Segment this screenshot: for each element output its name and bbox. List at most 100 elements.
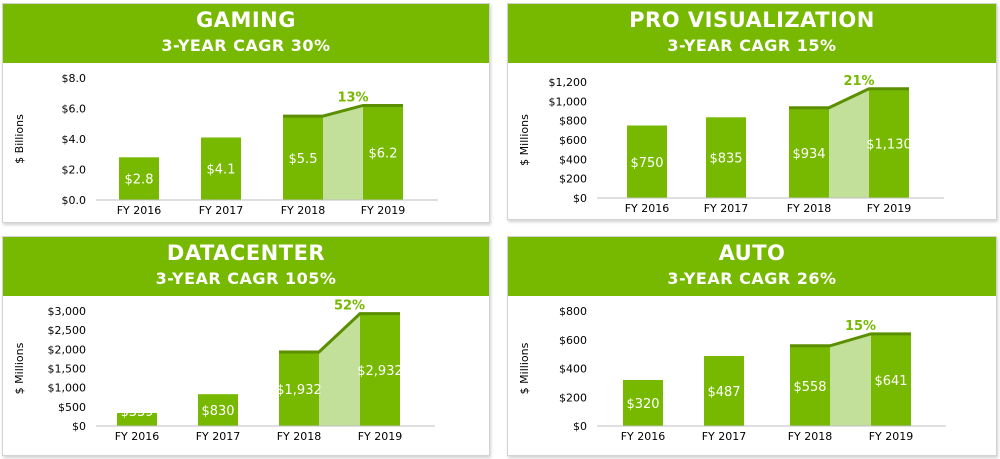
data-label: $5.5: [289, 152, 318, 167]
auto-panel: AUTO 3-YEAR CAGR 26% $ Millions $0 $200 $40…: [507, 236, 997, 456]
y-tick-label: $1,500: [48, 363, 87, 376]
x-tick-label: FY 2018: [787, 202, 832, 215]
x-tick-label: FY 2019: [361, 204, 406, 217]
bar: [363, 105, 403, 200]
y-tick-label: $3,000: [48, 305, 87, 318]
datacenter-panel: DATACENTER 3-YEAR CAGR 105% $ Millions $0…: [2, 236, 490, 456]
data-label: $4.1: [207, 163, 236, 178]
x-tick-label: FY 2018: [788, 430, 833, 443]
bar: [283, 116, 323, 200]
gaming-chart: $ Billions $0.0 $2.0 $4.0 $6.0 $8.0 $2.8 $4.1 $5…: [13, 72, 438, 217]
bar: [627, 125, 667, 198]
x-tick-label: FY 2017: [702, 430, 747, 443]
bar: [198, 394, 238, 426]
x-tick-label: FY 2017: [704, 202, 749, 215]
x-tick-label: FY 2019: [358, 430, 403, 443]
y-tick-label: $0: [72, 420, 86, 433]
datacenter-chart: $ Millions $0 $500 $1,000 $1,500 $2,000 $2,500…: [13, 299, 435, 443]
x-tick-label: FY 2016: [115, 430, 160, 443]
auto-chart: $ Millions $0 $200 $400 $600 $800 $320 $487 $558…: [518, 305, 946, 443]
x-tick-label: FY 2019: [867, 202, 912, 215]
datacenter-header: DATACENTER 3-YEAR CAGR 105%: [3, 237, 489, 296]
x-tick-label: FY 2017: [196, 430, 241, 443]
pro-visualization-chart: $ Millions $0 $200 $400 $600 $800 $1,000 $1,200…: [518, 74, 944, 215]
growth-area: [319, 313, 360, 426]
data-label: $2,932: [357, 364, 403, 379]
pro-visualization-subtitle: 3-YEAR CAGR 15%: [667, 36, 837, 55]
y-tick-label: $1,200: [549, 76, 588, 89]
data-label: $750: [630, 156, 663, 171]
growth-line: [283, 103, 403, 118]
bar: [201, 137, 241, 200]
bar: [871, 333, 911, 426]
x-tick-label: FY 2018: [281, 204, 326, 217]
y-tick-label: $8.0: [62, 72, 87, 85]
y-tick-label: $200: [559, 173, 587, 186]
y-axis-title: $ Millions: [518, 114, 531, 166]
growth-area: [829, 88, 869, 198]
x-tick-label: FY 2017: [199, 204, 244, 217]
x-tick-label: FY 2016: [625, 202, 670, 215]
y-tick-label: $800: [559, 115, 587, 128]
bar: [119, 157, 159, 200]
y-tick-label: $400: [559, 153, 587, 166]
growth-line: [279, 312, 400, 354]
bar: [789, 107, 829, 198]
gaming-subtitle: 3-YEAR CAGR 30%: [161, 36, 331, 55]
growth-line: [790, 332, 911, 348]
gaming-title: GAMING: [195, 8, 296, 32]
gaming-panel: GAMING 3-YEAR CAGR 30% $ Billions $0.0 $2.…: [2, 3, 490, 223]
bar: [869, 88, 909, 198]
growth-annotation: 15%: [845, 319, 876, 334]
bar: [360, 313, 400, 426]
data-label: $2.8: [125, 173, 154, 188]
bar: [706, 117, 746, 198]
datacenter-title: DATACENTER: [166, 241, 326, 265]
data-label: $1,932: [276, 383, 322, 398]
bar: [623, 380, 663, 426]
datacenter-subtitle: 3-YEAR CAGR 105%: [155, 269, 337, 288]
y-tick-label: $6.0: [62, 103, 87, 116]
auto-title: AUTO: [718, 241, 786, 265]
y-tick-label: $0.0: [62, 194, 87, 207]
y-tick-label: $500: [58, 401, 86, 414]
x-tick-label: FY 2016: [621, 430, 666, 443]
growth-area: [830, 333, 871, 426]
y-axis-title: $ Millions: [13, 342, 26, 394]
pro-visualization-header: PRO VISUALIZATION 3-YEAR CAGR 15%: [508, 4, 996, 63]
y-axis-title: $ Millions: [518, 342, 531, 394]
bar: [790, 345, 830, 426]
gaming-header: GAMING 3-YEAR CAGR 30%: [3, 4, 489, 63]
y-tick-label: $2.0: [62, 164, 87, 177]
growth-annotation: 21%: [843, 74, 874, 89]
bar: [117, 413, 157, 426]
x-tick-label: FY 2019: [869, 430, 914, 443]
y-tick-label: $1,000: [48, 382, 87, 395]
y-tick-label: $0: [573, 420, 587, 433]
y-tick-label: $200: [559, 391, 587, 404]
y-tick-label: $600: [559, 334, 587, 347]
data-label: $558: [793, 380, 826, 395]
auto-subtitle: 3-YEAR CAGR 26%: [667, 269, 837, 288]
data-label: $835: [709, 152, 742, 167]
y-tick-label: $1,000: [549, 95, 588, 108]
y-tick-label: $4.0: [62, 133, 87, 146]
y-tick-label: $800: [559, 305, 587, 318]
data-label: $830: [201, 404, 234, 419]
data-label: $487: [707, 385, 740, 400]
data-label: $6.2: [369, 147, 398, 162]
data-label: $320: [626, 397, 659, 412]
y-axis-title: $ Billions: [13, 114, 26, 164]
y-tick-label: $600: [559, 134, 587, 147]
growth-annotation: 13%: [337, 90, 368, 105]
bar: [704, 355, 744, 426]
y-tick-label: $2,500: [48, 324, 87, 337]
data-label: $934: [792, 147, 825, 162]
x-tick-label: FY 2018: [277, 430, 322, 443]
pro-visualization-panel: PRO VISUALIZATION 3-YEAR CAGR 15% $ Mill…: [507, 3, 997, 220]
y-tick-label: $400: [559, 363, 587, 376]
pro-visualization-title: PRO VISUALIZATION: [629, 8, 875, 32]
bar: [279, 351, 319, 426]
growth-annotation: 52%: [334, 299, 365, 314]
data-label: $1,130: [866, 137, 912, 152]
